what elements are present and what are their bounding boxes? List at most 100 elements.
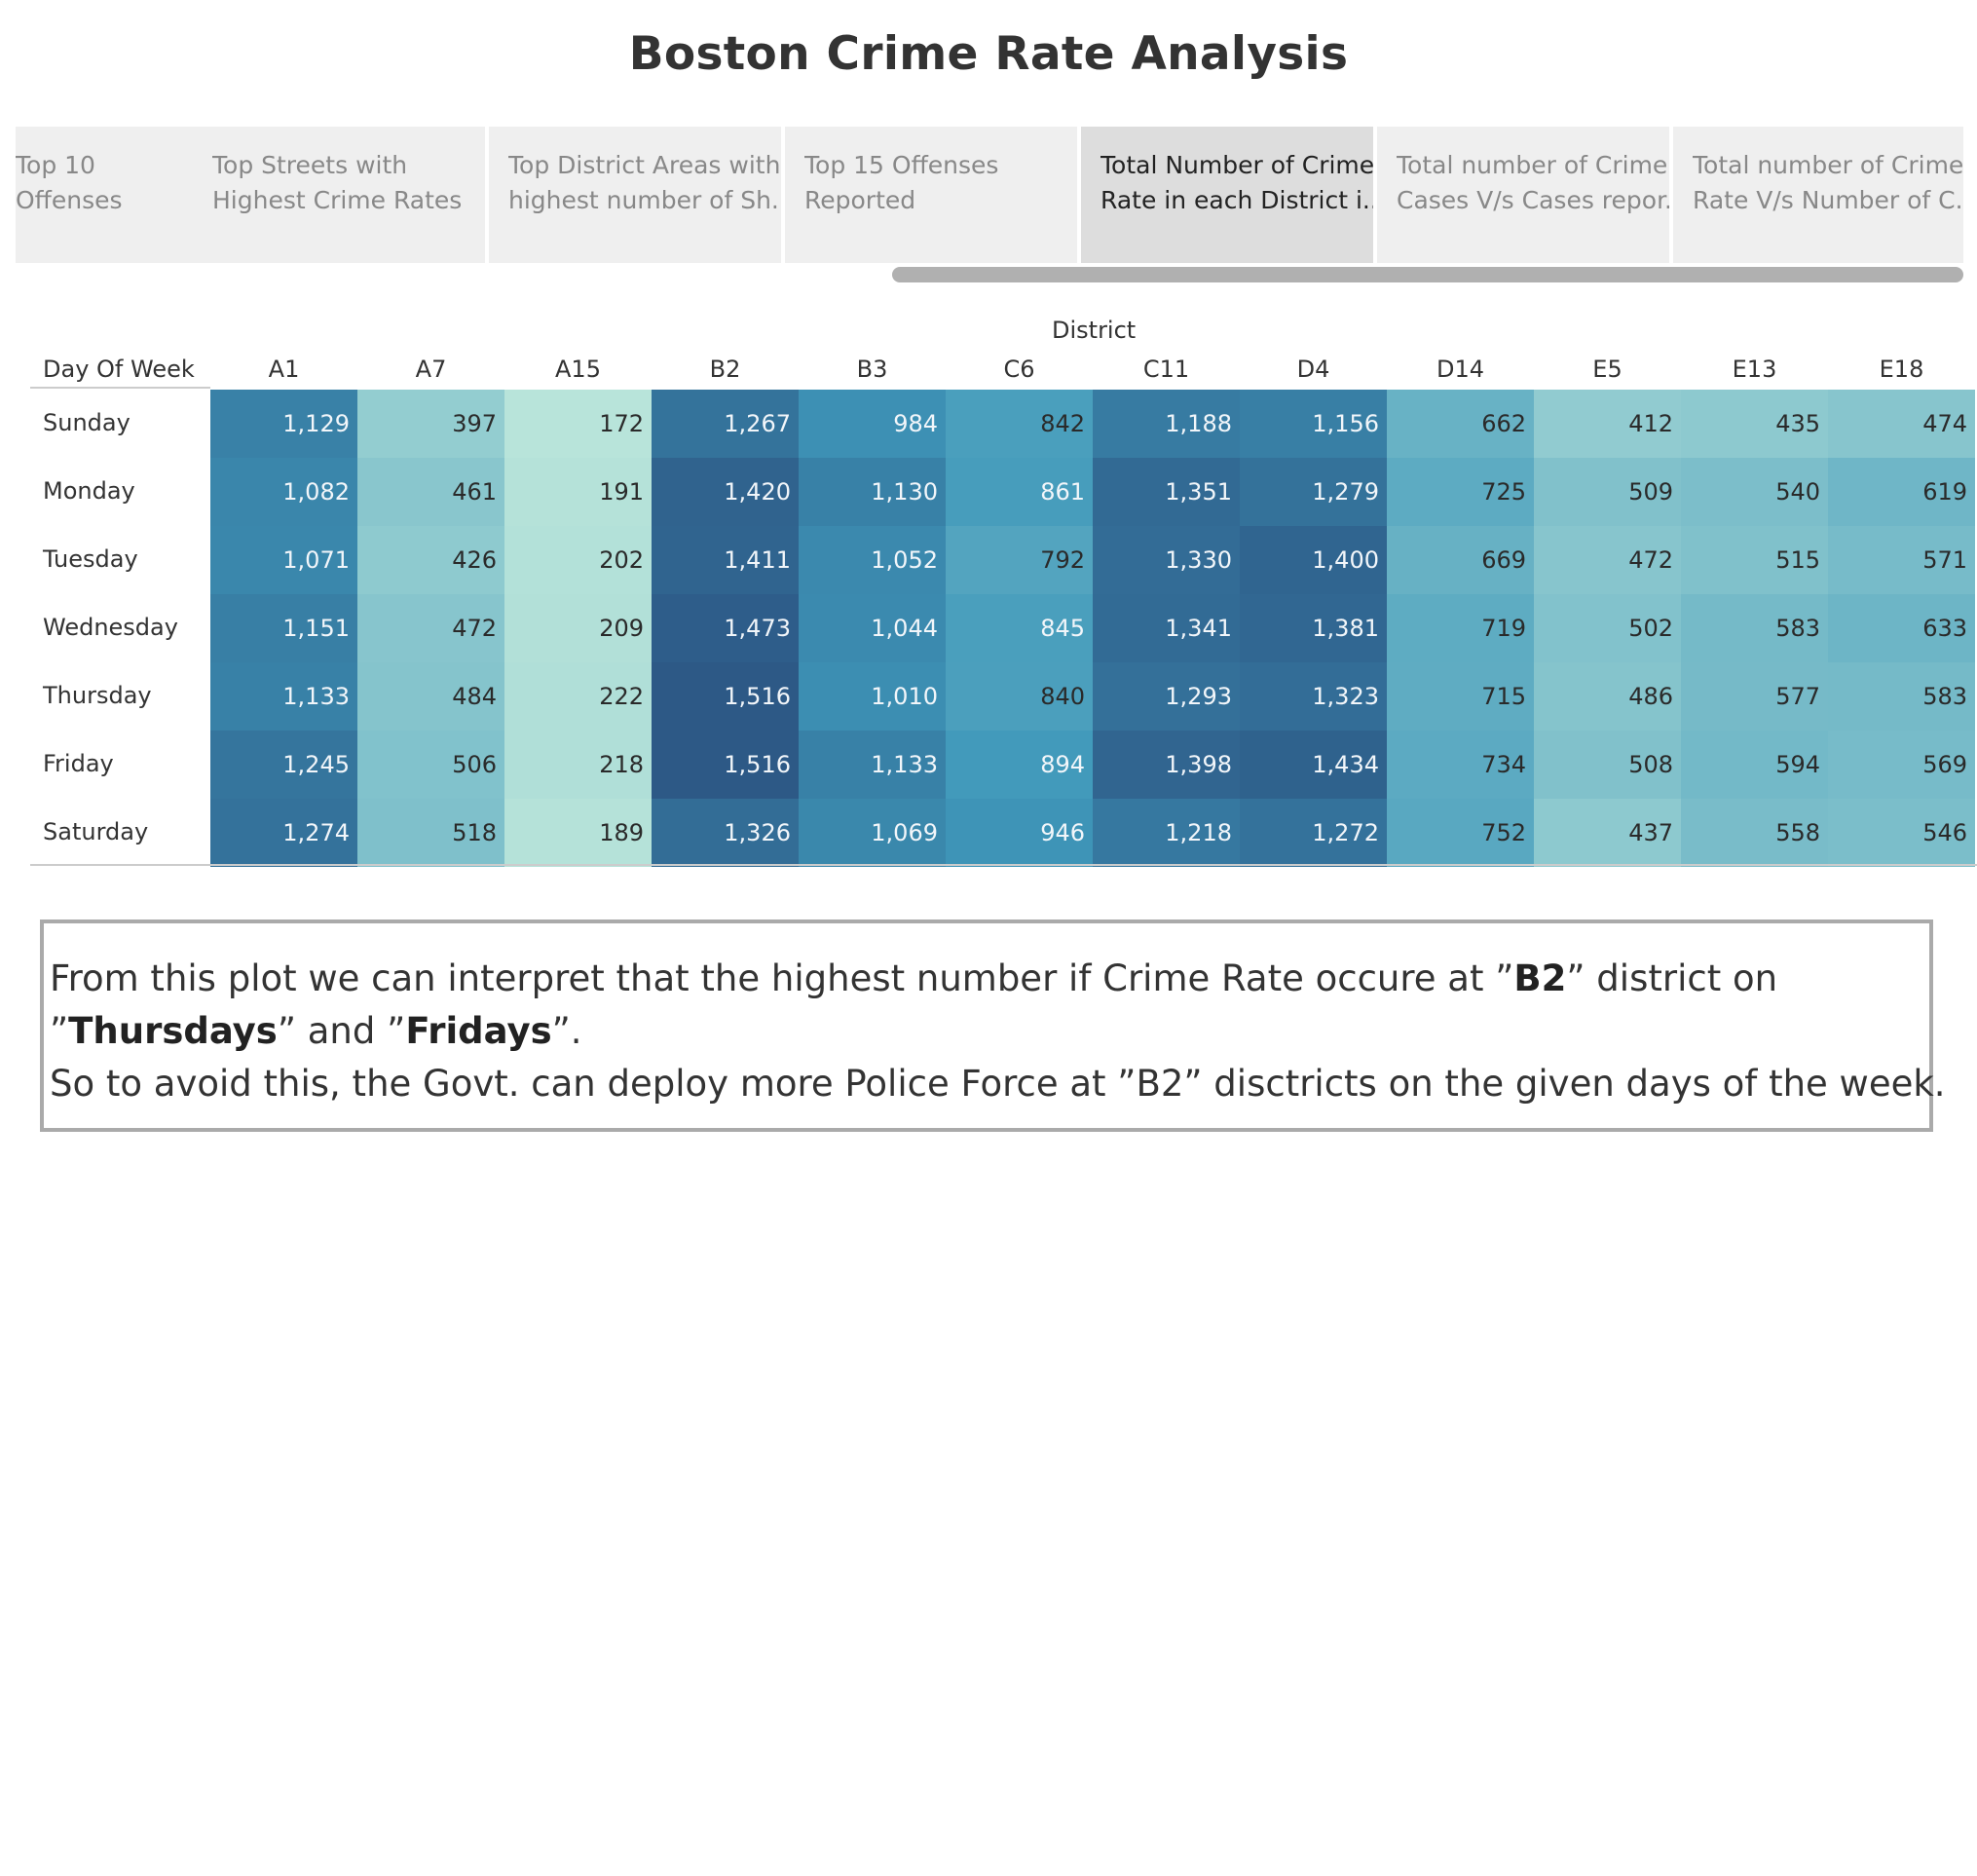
heatmap-cell[interactable]: 1,082 bbox=[210, 458, 357, 526]
heatmap-cell[interactable]: 946 bbox=[946, 799, 1093, 867]
heatmap-cell[interactable]: 842 bbox=[946, 390, 1093, 458]
row-label-saturday: Saturday bbox=[43, 818, 149, 845]
heatmap-cell[interactable]: 1,218 bbox=[1093, 799, 1240, 867]
heatmap-cell[interactable]: 669 bbox=[1387, 526, 1534, 594]
row-label-sunday: Sunday bbox=[43, 409, 131, 436]
heatmap-cell[interactable]: 1,133 bbox=[799, 731, 946, 799]
heatmap-cell[interactable]: 1,188 bbox=[1093, 390, 1240, 458]
heatmap-cell[interactable]: 218 bbox=[504, 731, 652, 799]
heatmap-cell[interactable]: 1,156 bbox=[1240, 390, 1387, 458]
heatmap-cell[interactable]: 412 bbox=[1534, 390, 1681, 458]
heatmap-cell[interactable]: 1,274 bbox=[210, 799, 357, 867]
heatmap-cell[interactable]: 1,293 bbox=[1093, 662, 1240, 731]
heatmap-cell[interactable]: 1,129 bbox=[210, 390, 357, 458]
note-text: ”. bbox=[551, 1010, 582, 1052]
heatmap-cell[interactable]: 1,279 bbox=[1240, 458, 1387, 526]
heatmap-cell[interactable]: 202 bbox=[504, 526, 652, 594]
heatmap-cell[interactable]: 569 bbox=[1828, 731, 1975, 799]
heatmap-cell[interactable]: 515 bbox=[1681, 526, 1828, 594]
heatmap-cell[interactable]: 1,341 bbox=[1093, 594, 1240, 662]
heatmap-cell[interactable]: 1,326 bbox=[652, 799, 799, 867]
heatmap-cell[interactable]: 719 bbox=[1387, 594, 1534, 662]
heatmap-cell[interactable]: 558 bbox=[1681, 799, 1828, 867]
heatmap-cell[interactable]: 715 bbox=[1387, 662, 1534, 731]
heatmap-cell[interactable]: 397 bbox=[357, 390, 504, 458]
tab-label: Highest Crime Rates bbox=[212, 186, 463, 214]
heatmap-cell[interactable]: 472 bbox=[1534, 526, 1681, 594]
tab-top-10-offenses[interactable]: Top 10 Offenses bbox=[16, 127, 205, 263]
heatmap-cell[interactable]: 1,330 bbox=[1093, 526, 1240, 594]
heatmap-cell[interactable]: 1,071 bbox=[210, 526, 357, 594]
tab-top-streets[interactable]: Top Streets with Highest Crime Rates bbox=[193, 127, 485, 263]
tab-top-district-areas[interactable]: Top District Areas with highest number o… bbox=[489, 127, 781, 263]
heatmap-cell[interactable]: 1,010 bbox=[799, 662, 946, 731]
heatmap-cell[interactable]: 571 bbox=[1828, 526, 1975, 594]
heatmap-cell[interactable]: 461 bbox=[357, 458, 504, 526]
heatmap-cell[interactable]: 1,044 bbox=[799, 594, 946, 662]
heatmap-cell[interactable]: 486 bbox=[1534, 662, 1681, 731]
heatmap-cell[interactable]: 191 bbox=[504, 458, 652, 526]
row-label-wednesday: Wednesday bbox=[43, 614, 178, 641]
heatmap-cell[interactable]: 1,272 bbox=[1240, 799, 1387, 867]
heatmap-cell[interactable]: 1,130 bbox=[799, 458, 946, 526]
heatmap-cell[interactable]: 540 bbox=[1681, 458, 1828, 526]
heatmap-cell[interactable]: 845 bbox=[946, 594, 1093, 662]
tab-scrollbar-thumb[interactable] bbox=[892, 267, 1963, 282]
heatmap-cell[interactable]: 792 bbox=[946, 526, 1093, 594]
heatmap-cell[interactable]: 577 bbox=[1681, 662, 1828, 731]
heatmap-cell[interactable]: 619 bbox=[1828, 458, 1975, 526]
heatmap-cell[interactable]: 435 bbox=[1681, 390, 1828, 458]
heatmap-cell[interactable]: 840 bbox=[946, 662, 1093, 731]
heatmap-cell[interactable]: 1,052 bbox=[799, 526, 946, 594]
heatmap-cell[interactable]: 1,267 bbox=[652, 390, 799, 458]
heatmap-cell[interactable]: 1,411 bbox=[652, 526, 799, 594]
heatmap-cell[interactable]: 426 bbox=[357, 526, 504, 594]
heatmap-cell[interactable]: 1,398 bbox=[1093, 731, 1240, 799]
note-text: From this plot we can interpret that the… bbox=[50, 957, 1514, 999]
heatmap-cell[interactable]: 1,381 bbox=[1240, 594, 1387, 662]
heatmap-cell[interactable]: 484 bbox=[357, 662, 504, 731]
heatmap-cell[interactable]: 518 bbox=[357, 799, 504, 867]
heatmap-cell[interactable]: 437 bbox=[1534, 799, 1681, 867]
heatmap-cell[interactable]: 189 bbox=[504, 799, 652, 867]
heatmap-cell[interactable]: 1,133 bbox=[210, 662, 357, 731]
heatmap-cell[interactable]: 222 bbox=[504, 662, 652, 731]
heatmap-cell[interactable]: 1,323 bbox=[1240, 662, 1387, 731]
heatmap-cell[interactable]: 506 bbox=[357, 731, 504, 799]
heatmap-cell[interactable]: 1,516 bbox=[652, 662, 799, 731]
heatmap-cell[interactable]: 172 bbox=[504, 390, 652, 458]
heatmap-cell[interactable]: 583 bbox=[1681, 594, 1828, 662]
heatmap-cell[interactable]: 752 bbox=[1387, 799, 1534, 867]
tab-crime-cases-vs-reported[interactable]: Total number of Crime Cases V/s Cases re… bbox=[1377, 127, 1669, 263]
tab-top-15-offenses[interactable]: Top 15 Offenses Reported bbox=[785, 127, 1077, 263]
tab-crime-rate-by-district[interactable]: Total Number of Crime Rate in each Distr… bbox=[1081, 127, 1373, 263]
heatmap-cell[interactable]: 502 bbox=[1534, 594, 1681, 662]
heatmap-cell[interactable]: 509 bbox=[1534, 458, 1681, 526]
heatmap-cell[interactable]: 594 bbox=[1681, 731, 1828, 799]
heatmap-cell[interactable]: 633 bbox=[1828, 594, 1975, 662]
heatmap-cell[interactable]: 1,400 bbox=[1240, 526, 1387, 594]
heatmap-cell[interactable]: 472 bbox=[357, 594, 504, 662]
heatmap-cell[interactable]: 1,434 bbox=[1240, 731, 1387, 799]
heatmap-cell[interactable]: 1,069 bbox=[799, 799, 946, 867]
heatmap-cell[interactable]: 1,420 bbox=[652, 458, 799, 526]
heatmap-cell[interactable]: 1,151 bbox=[210, 594, 357, 662]
heatmap-cell[interactable]: 894 bbox=[946, 731, 1093, 799]
heatmap-cell[interactable]: 546 bbox=[1828, 799, 1975, 867]
heatmap-cell[interactable]: 984 bbox=[799, 390, 946, 458]
heatmap-cell[interactable]: 209 bbox=[504, 594, 652, 662]
heatmap-cell[interactable]: 725 bbox=[1387, 458, 1534, 526]
heatmap-cell[interactable]: 662 bbox=[1387, 390, 1534, 458]
heatmap-cell[interactable]: 508 bbox=[1534, 731, 1681, 799]
heatmap-cell[interactable]: 1,473 bbox=[652, 594, 799, 662]
tab-label: Total number of Crime bbox=[1693, 151, 1963, 179]
heatmap-cell[interactable]: 861 bbox=[946, 458, 1093, 526]
heatmap-cell[interactable]: 1,516 bbox=[652, 731, 799, 799]
heatmap-cell[interactable]: 1,351 bbox=[1093, 458, 1240, 526]
heatmap-cell[interactable]: 734 bbox=[1387, 731, 1534, 799]
tab-crime-rate-vs-number[interactable]: Total number of Crime Rate V/s Number of… bbox=[1673, 127, 1963, 263]
column-header-a7: A7 bbox=[415, 356, 447, 383]
heatmap-cell[interactable]: 583 bbox=[1828, 662, 1975, 731]
heatmap-cell[interactable]: 1,245 bbox=[210, 731, 357, 799]
heatmap-cell[interactable]: 474 bbox=[1828, 390, 1975, 458]
